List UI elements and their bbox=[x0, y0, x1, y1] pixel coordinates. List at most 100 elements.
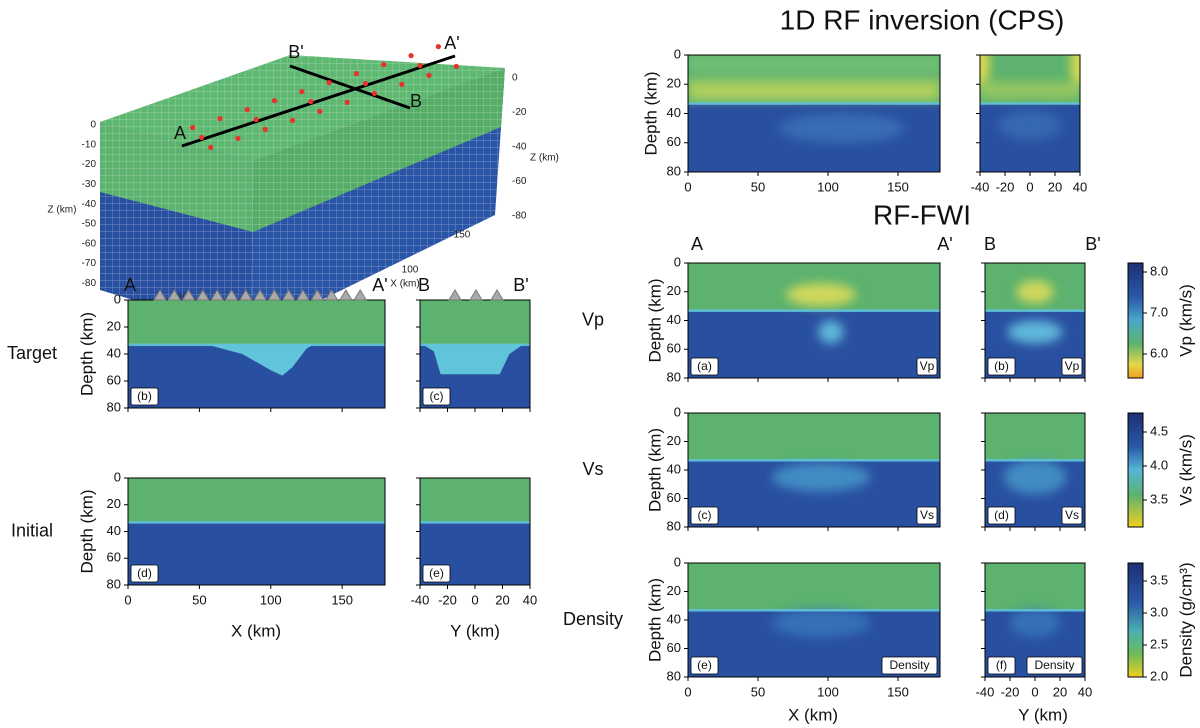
x-tick-label: 150 bbox=[887, 179, 909, 194]
panel-tag-box bbox=[690, 357, 719, 376]
station bbox=[296, 289, 310, 301]
station-dot bbox=[253, 116, 259, 123]
point-label: A' bbox=[444, 33, 459, 53]
x-tick-label: 0 bbox=[124, 592, 131, 607]
profile-end: B' bbox=[1085, 234, 1100, 254]
x-tick-label: 0 bbox=[1026, 179, 1033, 194]
moho bbox=[688, 459, 940, 462]
panel-tag-box bbox=[916, 357, 938, 376]
depth-tick-label: 40 bbox=[667, 105, 681, 120]
section-field bbox=[980, 55, 1080, 172]
y-tick-label: 20 bbox=[176, 293, 188, 304]
station-dot bbox=[262, 126, 268, 132]
point-label: B bbox=[410, 91, 422, 111]
row-label: Density bbox=[563, 609, 623, 629]
z-axis-label: Z (km) bbox=[48, 205, 77, 216]
anomaly bbox=[206, 344, 314, 376]
anomaly bbox=[980, 81, 1080, 99]
depth-tick-label: 20 bbox=[667, 76, 681, 91]
x-tick-label: 0 bbox=[1031, 684, 1038, 699]
station-dot bbox=[208, 144, 214, 150]
moho bbox=[688, 609, 940, 612]
station-dot bbox=[381, 62, 387, 68]
profile-a bbox=[181, 54, 456, 148]
z-tick-label: -10 bbox=[82, 139, 97, 150]
section-field bbox=[128, 300, 385, 408]
mantle bbox=[688, 310, 940, 378]
depth-tick-label: 0 bbox=[674, 554, 681, 569]
station-dot bbox=[199, 134, 205, 141]
station bbox=[167, 289, 182, 301]
x-axis-label: X (km) bbox=[231, 621, 281, 640]
panel-title: 1D RF inversion (CPS) bbox=[780, 4, 1065, 35]
panel-tag-box bbox=[1026, 656, 1083, 675]
panel-tag: Vs bbox=[920, 508, 934, 522]
panel-tag: Vs bbox=[1065, 508, 1079, 522]
mantle bbox=[128, 522, 385, 585]
x-tick-label: -40 bbox=[411, 592, 430, 607]
block-grid bbox=[100, 122, 255, 335]
profile-end: A bbox=[124, 275, 136, 295]
anomaly bbox=[980, 55, 990, 88]
depth-tick-label: 40 bbox=[107, 345, 121, 360]
crust bbox=[420, 300, 530, 345]
block-grid bbox=[250, 68, 505, 335]
row-label: Vs bbox=[582, 459, 603, 479]
y-axis-label: Y (km) bbox=[1018, 705, 1068, 724]
row-label: Target bbox=[7, 343, 57, 363]
depth-tick-label: 40 bbox=[667, 611, 681, 626]
station bbox=[310, 289, 325, 301]
moho bbox=[985, 459, 1085, 462]
station bbox=[267, 289, 282, 301]
station bbox=[281, 289, 296, 301]
section-field bbox=[688, 413, 940, 527]
station-dot bbox=[326, 80, 332, 86]
station bbox=[238, 289, 253, 301]
panel-tag-box bbox=[987, 506, 1016, 525]
station-dot bbox=[362, 80, 369, 87]
colorbar-tick-label: 7.0 bbox=[1150, 304, 1168, 319]
panel-tag-box bbox=[1061, 357, 1083, 376]
x-tick-label: 40 bbox=[1073, 179, 1087, 194]
station-dot bbox=[235, 135, 241, 141]
x-tick-label: 150 bbox=[331, 592, 353, 607]
station-dot bbox=[371, 90, 378, 96]
panel-tag: (e) bbox=[429, 566, 444, 580]
colorbar-tick-label: 4.0 bbox=[1150, 457, 1168, 472]
panel-tag: Density bbox=[889, 658, 929, 672]
station-dot bbox=[408, 53, 414, 59]
x-tick-label: -20 bbox=[438, 592, 457, 607]
panel-tag-box bbox=[690, 506, 719, 525]
depth-tick-label: 80 bbox=[667, 668, 681, 683]
section-field bbox=[420, 300, 530, 408]
station-dot bbox=[344, 99, 350, 105]
depth-tick-label: 20 bbox=[667, 433, 681, 448]
depth-tick-label: 40 bbox=[667, 312, 681, 327]
z-tick-label: 0 bbox=[90, 120, 96, 131]
anomaly bbox=[818, 320, 844, 344]
colorbar-tick-label: 2.0 bbox=[1150, 668, 1168, 683]
z-tick-label: -40 bbox=[512, 142, 527, 153]
profile-end: A' bbox=[937, 234, 952, 254]
z-tick-label: -40 bbox=[82, 199, 97, 210]
colorbar bbox=[1127, 262, 1144, 379]
anomaly bbox=[688, 79, 940, 101]
panel-tag-box bbox=[881, 656, 938, 675]
panel-tag: (b) bbox=[994, 359, 1009, 373]
x-axis-label: X (km) bbox=[788, 705, 838, 724]
moho bbox=[985, 609, 1085, 612]
depth-tick-label: 0 bbox=[674, 254, 681, 269]
profile-end: B' bbox=[513, 275, 528, 295]
panel-tag-box bbox=[987, 656, 1016, 675]
depth-tick-label: 80 bbox=[667, 163, 681, 178]
station-dot bbox=[435, 44, 441, 50]
profile-end: A bbox=[691, 234, 703, 254]
station-dot bbox=[190, 125, 196, 131]
panel-tag: Vp bbox=[1065, 359, 1080, 373]
depth-axis-label: Depth (km) bbox=[641, 71, 660, 155]
depth-axis-label: Depth (km) bbox=[645, 428, 664, 512]
moho bbox=[980, 102, 1080, 105]
z-axis-label: Z (km) bbox=[530, 153, 559, 164]
depth-tick-label: 20 bbox=[667, 583, 681, 598]
